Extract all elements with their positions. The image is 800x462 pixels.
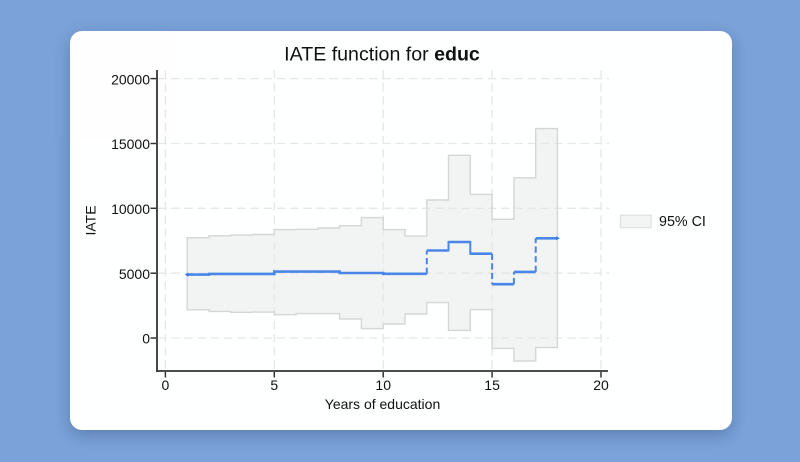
svg-text:IATE function for educ: IATE function for educ [284,44,480,66]
svg-text:15: 15 [484,377,500,393]
svg-text:0: 0 [162,377,170,393]
svg-text:IATE: IATE [83,205,99,235]
svg-text:0: 0 [142,331,150,347]
svg-text:10000: 10000 [111,201,150,217]
svg-text:Years of education: Years of education [325,396,440,412]
svg-text:20: 20 [593,377,609,393]
svg-text:10: 10 [375,377,391,393]
svg-text:5: 5 [270,377,278,393]
svg-text:20000: 20000 [111,71,150,87]
svg-text:15000: 15000 [111,136,150,152]
svg-text:95% CI: 95% CI [659,214,706,230]
svg-text:5000: 5000 [119,266,150,282]
